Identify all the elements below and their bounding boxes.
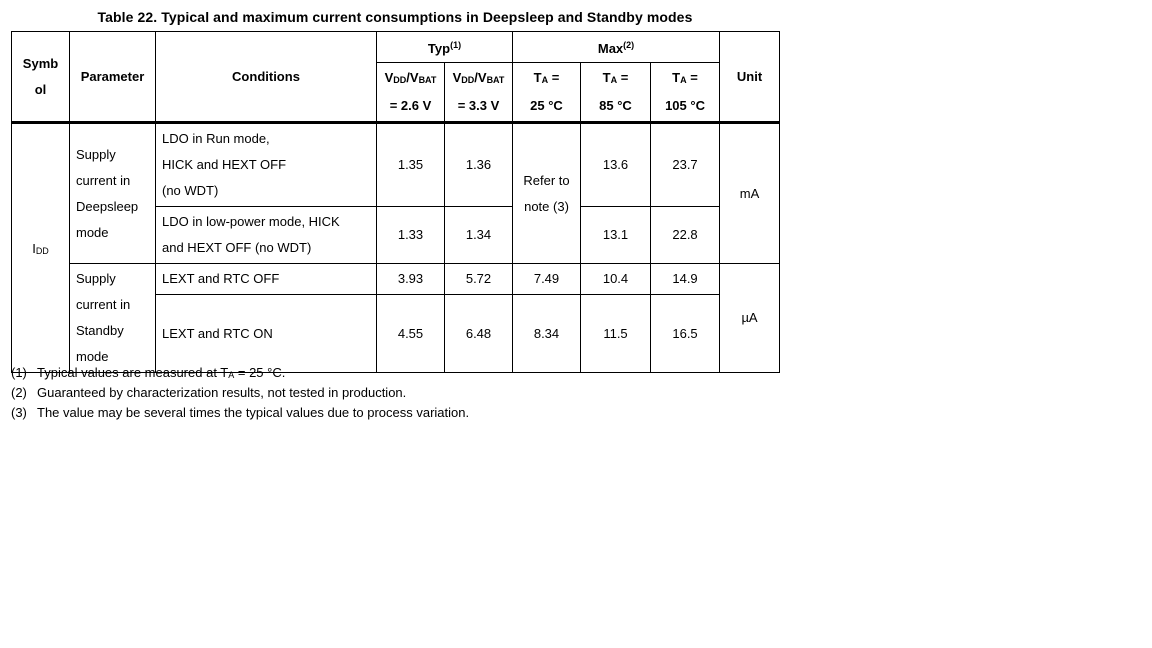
ta-label: TA = <box>602 70 629 85</box>
max-85c-value: 11.5 <box>580 294 651 373</box>
max-label: Max <box>597 41 624 56</box>
footnote-number: (2) <box>11 385 27 400</box>
footnote-number: (3) <box>11 405 27 420</box>
max-25c-refer-note: Refer to note (3) <box>512 121 581 264</box>
conditions-ldo-lowpower: LDO in low-power mode, HICK and HEXT OFF… <box>155 206 377 264</box>
header-ta-105: TA = 105 °C <box>649 62 721 124</box>
header-symbol: Symb ol <box>11 31 70 123</box>
current-consumption-table: Symb ol Parameter Conditions Typ(1) Max(… <box>11 31 781 373</box>
header-ta-25: TA = 25 °C <box>512 62 581 124</box>
max-105c-value: 16.5 <box>649 294 721 373</box>
typ-2v6-value: 3.93 <box>376 263 445 295</box>
typ-3v3-value: 1.36 <box>444 121 513 207</box>
ta-label: TA = <box>533 70 560 85</box>
footnotes: (1) Typical values are measured at TA = 2… <box>11 364 911 424</box>
max-105c-value: 23.7 <box>649 121 721 207</box>
footnote-3: (3) The value may be several times the ty… <box>11 404 911 424</box>
conditions-ldo-run: LDO in Run mode, HICK and HEXT OFF (no W… <box>155 121 377 207</box>
typ-2v6-value: 1.35 <box>376 121 445 207</box>
table-row: Supply current in Standby mode LEXT and … <box>12 263 781 373</box>
conditions-lext-on: LEXT and RTC ON <box>155 294 377 373</box>
vdd-vbat-label: VDD/VBAT <box>384 70 437 85</box>
max-85c-value: 13.1 <box>580 206 651 264</box>
table-row: LDO in low-power mode, HICK and HEXT OFF… <box>12 206 780 264</box>
vdd-2v6-value: = 2.6 V <box>389 98 432 113</box>
unit-ua: µA <box>719 263 781 373</box>
typ-note-ref: (1) <box>450 40 462 50</box>
typ-2v6-value: 1.33 <box>376 206 445 264</box>
max-note-ref: (2) <box>623 40 635 50</box>
conditions-lext-off: LEXT and RTC OFF <box>155 263 377 295</box>
footnote-text: Guaranteed by characterization results, … <box>37 385 407 400</box>
header-conditions: Conditions <box>155 31 377 123</box>
ta-label: TA = <box>672 70 698 85</box>
ta-85-value: 85 °C <box>599 98 632 113</box>
max-105c-value: 14.9 <box>649 263 721 295</box>
vdd-3v3-value: = 3.3 V <box>457 98 500 113</box>
table-header: Symb ol Parameter Conditions Typ(1) Max(… <box>11 31 781 124</box>
header-typ: Typ(1) <box>376 31 513 63</box>
header-vdd-2v6: VDD/VBAT = 2.6 V <box>376 62 445 124</box>
header-unit: Unit <box>719 31 781 123</box>
typ-3v3-value: 5.72 <box>444 263 513 295</box>
footnote-2: (2) Guaranteed by characterization result… <box>11 384 911 404</box>
header-max: Max(2) <box>511 31 721 63</box>
max-105c-value: 22.8 <box>649 206 721 264</box>
table-row: LEXT and RTC ON 4.55 6.48 8.34 11.5 16.5 <box>12 294 780 373</box>
typ-3v3-value: 6.48 <box>444 294 513 373</box>
ta-25-value: 25 °C <box>530 98 563 113</box>
max-85c-value: 10.4 <box>580 263 651 295</box>
typ-label: Typ <box>427 41 451 56</box>
header-parameter: Parameter <box>69 31 156 123</box>
parameter-deepsleep: Supply current in Deepsleep mode <box>69 121 156 264</box>
ta-105-value: 105 °C <box>665 98 705 113</box>
header-vdd-3v3: VDD/VBAT = 3.3 V <box>444 62 513 124</box>
footnote-text: The value may be several times the typic… <box>37 405 470 420</box>
vdd-vbat-label: VDD/VBAT <box>452 70 505 85</box>
footnote-number: (1) <box>11 365 27 380</box>
symbol-idd: IDD <box>11 121 70 373</box>
typ-3v3-value: 1.34 <box>444 206 513 264</box>
max-25c-value: 7.49 <box>512 263 581 295</box>
table-row: IDD Supply current in Deepsleep mode LDO… <box>11 121 781 373</box>
footnote-1: (1) Typical values are measured at TA = 2… <box>11 364 911 384</box>
table-title: Table 22. Typical and maximum current co… <box>97 9 693 25</box>
unit-ma: mA <box>719 121 781 264</box>
header-ta-85: TA = 85 °C <box>580 62 651 124</box>
max-85c-value: 13.6 <box>580 121 651 207</box>
max-25c-value: 8.34 <box>512 294 581 373</box>
typ-2v6-value: 4.55 <box>376 294 445 373</box>
parameter-standby: Supply current in Standby mode <box>69 263 156 373</box>
footnote-text: Typical values are measured at TA = 25 °… <box>37 365 286 380</box>
table-body: IDD Supply current in Deepsleep mode LDO… <box>11 121 781 373</box>
